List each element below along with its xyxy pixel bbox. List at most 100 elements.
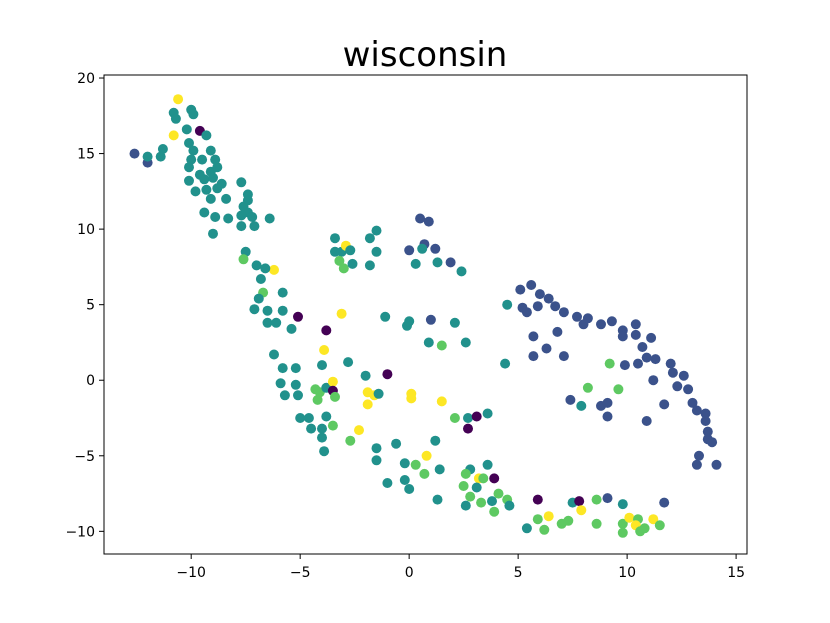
data-point bbox=[238, 254, 249, 265]
data-point bbox=[700, 416, 711, 426]
data-point bbox=[456, 266, 467, 277]
data-point bbox=[458, 481, 469, 491]
data-point bbox=[240, 246, 251, 257]
data-point bbox=[290, 379, 301, 390]
data-point bbox=[515, 284, 526, 295]
data-point bbox=[487, 496, 497, 507]
data-point bbox=[371, 225, 382, 236]
data-point bbox=[371, 246, 382, 257]
data-point bbox=[654, 520, 665, 531]
data-point bbox=[184, 162, 194, 173]
data-point bbox=[434, 464, 445, 475]
data-point bbox=[279, 390, 290, 401]
data-point bbox=[380, 311, 391, 322]
data-point bbox=[425, 314, 436, 325]
data-point bbox=[493, 488, 504, 499]
data-point bbox=[345, 435, 356, 446]
data-point bbox=[576, 505, 587, 516]
data-point bbox=[330, 233, 340, 244]
data-point bbox=[617, 331, 628, 342]
data-point bbox=[406, 393, 417, 404]
data-point bbox=[617, 499, 628, 510]
data-point bbox=[188, 145, 199, 156]
data-point bbox=[343, 357, 354, 368]
x-tick-label: −10 bbox=[176, 565, 206, 581]
data-point bbox=[687, 397, 698, 408]
data-point bbox=[347, 258, 358, 269]
data-point bbox=[364, 233, 375, 244]
data-point bbox=[190, 186, 201, 197]
data-point bbox=[630, 319, 641, 330]
data-point bbox=[460, 468, 471, 479]
y-tick-label: 15 bbox=[77, 147, 95, 163]
data-point bbox=[528, 331, 539, 342]
data-point bbox=[534, 289, 545, 300]
data-point bbox=[404, 316, 415, 327]
data-point bbox=[319, 446, 330, 457]
data-point bbox=[672, 381, 683, 392]
y-tick-label: −5 bbox=[74, 449, 95, 465]
data-point bbox=[482, 408, 493, 419]
data-point bbox=[630, 329, 641, 340]
data-point bbox=[262, 305, 273, 316]
x-axis: −10 −5 0 5 10 15 bbox=[176, 554, 745, 581]
data-point bbox=[319, 345, 330, 355]
x-tick-label: 5 bbox=[514, 565, 523, 581]
data-point bbox=[321, 325, 332, 336]
data-point bbox=[410, 459, 421, 470]
data-point bbox=[277, 287, 288, 298]
x-tick-label: 15 bbox=[727, 565, 745, 581]
data-point bbox=[262, 317, 273, 328]
data-point bbox=[327, 376, 338, 387]
data-point bbox=[210, 212, 221, 222]
data-point bbox=[463, 423, 473, 434]
data-point bbox=[436, 340, 447, 351]
chart-title: wisconsin bbox=[343, 35, 508, 75]
data-point bbox=[212, 183, 223, 194]
data-point bbox=[691, 405, 702, 416]
data-point bbox=[157, 144, 168, 154]
data-point bbox=[404, 484, 415, 494]
data-point bbox=[269, 264, 279, 275]
data-point bbox=[637, 342, 648, 352]
data-point bbox=[362, 399, 373, 410]
data-point bbox=[236, 221, 247, 232]
data-point bbox=[460, 337, 471, 348]
data-point bbox=[181, 124, 192, 135]
data-point bbox=[502, 299, 513, 310]
data-point bbox=[667, 367, 678, 378]
data-point bbox=[290, 363, 301, 374]
data-point bbox=[334, 255, 345, 266]
data-point bbox=[659, 497, 670, 508]
data-point bbox=[482, 459, 493, 470]
data-point bbox=[317, 423, 327, 434]
data-point bbox=[371, 455, 382, 466]
data-point bbox=[173, 94, 184, 105]
data-point bbox=[201, 184, 212, 195]
data-point bbox=[541, 343, 552, 354]
data-point bbox=[465, 491, 476, 502]
data-point bbox=[604, 358, 615, 369]
data-point bbox=[286, 323, 297, 334]
data-point bbox=[345, 245, 356, 256]
data-point bbox=[665, 358, 676, 369]
data-point bbox=[500, 358, 511, 369]
data-point bbox=[532, 494, 543, 505]
data-point bbox=[552, 326, 563, 337]
data-point bbox=[489, 473, 500, 484]
x-tick-label: 10 bbox=[618, 565, 636, 581]
data-point bbox=[321, 411, 332, 422]
data-point bbox=[236, 210, 247, 221]
data-point bbox=[423, 337, 434, 348]
data-point bbox=[423, 216, 434, 227]
data-point bbox=[639, 523, 650, 534]
x-tick-label: −5 bbox=[290, 565, 311, 581]
plot-frame bbox=[103, 74, 748, 555]
data-point bbox=[404, 245, 415, 256]
data-point bbox=[186, 154, 197, 165]
data-point bbox=[382, 478, 393, 488]
data-point bbox=[476, 497, 487, 508]
data-point bbox=[236, 177, 247, 188]
data-point bbox=[602, 397, 613, 408]
